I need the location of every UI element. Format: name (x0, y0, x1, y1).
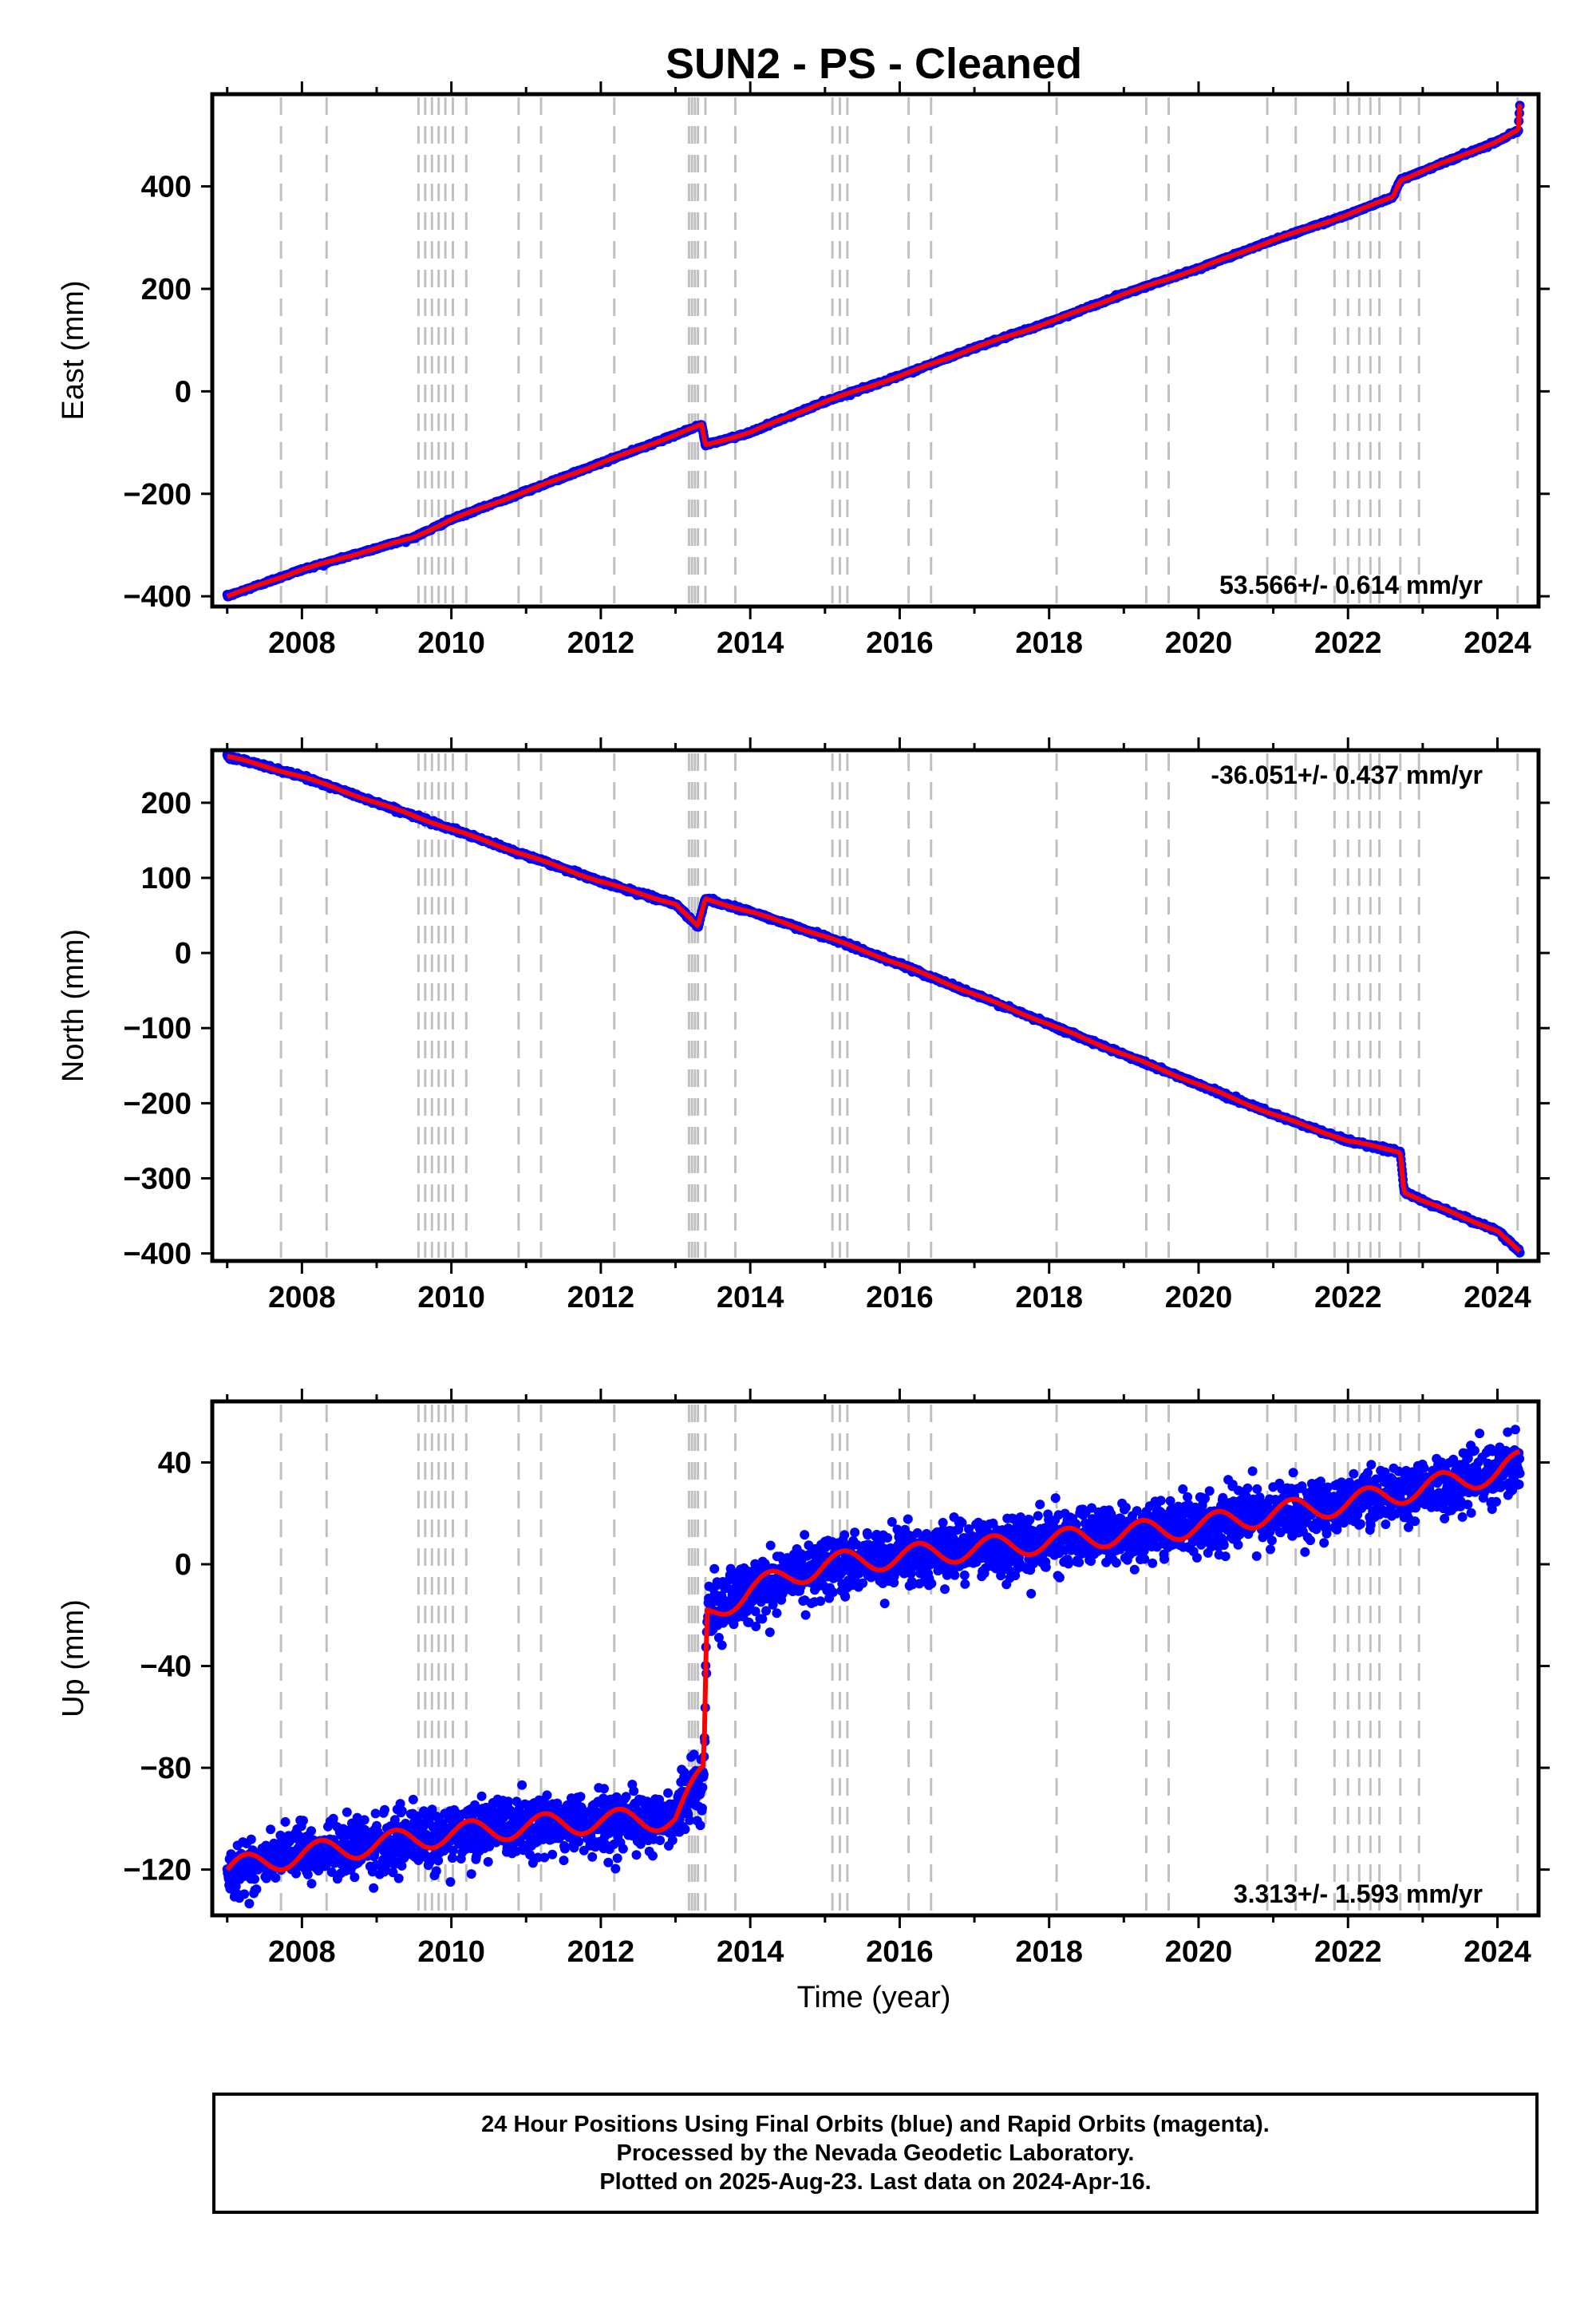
x-tick-label: 2016 (866, 626, 934, 660)
x-tick-label: 2008 (268, 626, 336, 660)
y-tick-label: 200 (141, 273, 192, 306)
y-tick-label: 400 (141, 171, 192, 204)
x-tick-label: 2020 (1165, 626, 1233, 660)
plot-frame (210, 92, 1541, 609)
x-tick-label: 2024 (1464, 626, 1531, 660)
chart-title: SUN2 - PS - Cleaned (666, 40, 1082, 88)
y-tick-label: 0 (175, 375, 192, 409)
east-panel: 2008 2010 2012 2014 2016 2018 2020 2022 2024 −400… (57, 81, 1550, 660)
rate-label: 53.566+/- 0.614 mm/yr (1219, 571, 1483, 599)
x-tick-label: 2012 (567, 626, 635, 660)
model-line (226, 104, 1523, 599)
x-tick-label: 2022 (1314, 626, 1382, 660)
plot-area (222, 101, 1525, 602)
north-panel: 2008 2010 2012 2014 2016 2018 2020 2022 2024−400… (57, 737, 1550, 1314)
x-tick-label: 2014 (717, 626, 784, 660)
y-axis-label: East (mm) (57, 280, 90, 420)
y-tick-label: −400 (123, 580, 192, 614)
plot-area (222, 750, 1525, 1258)
x-tick-label: 2010 (417, 626, 485, 660)
x-tick-label: 2018 (1015, 626, 1083, 660)
y-tick-label: −200 (123, 478, 192, 512)
